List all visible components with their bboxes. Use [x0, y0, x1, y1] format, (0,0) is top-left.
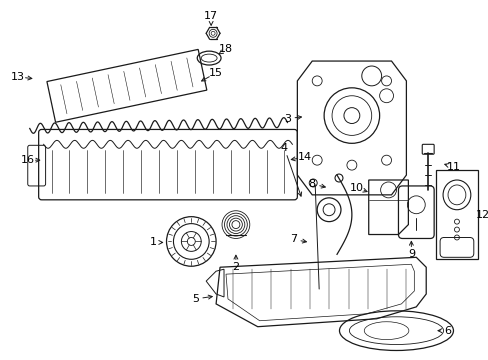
- Text: 10: 10: [349, 183, 363, 193]
- Text: 8: 8: [308, 179, 315, 189]
- Text: 9: 9: [407, 249, 414, 259]
- Text: 7: 7: [289, 234, 296, 244]
- Text: 1: 1: [150, 238, 157, 247]
- Text: 17: 17: [203, 12, 218, 22]
- Text: 12: 12: [475, 210, 488, 220]
- Text: 15: 15: [209, 68, 223, 78]
- Text: 4: 4: [280, 143, 287, 153]
- Text: 5: 5: [191, 294, 198, 304]
- Text: 18: 18: [219, 44, 233, 54]
- Text: 6: 6: [444, 326, 450, 336]
- Text: 13: 13: [11, 72, 25, 82]
- Bar: [435, 170, 477, 259]
- Text: 3: 3: [284, 113, 290, 123]
- Text: 14: 14: [298, 152, 312, 162]
- Text: 16: 16: [20, 155, 35, 165]
- Text: 2: 2: [232, 262, 239, 272]
- Text: 11: 11: [446, 162, 460, 172]
